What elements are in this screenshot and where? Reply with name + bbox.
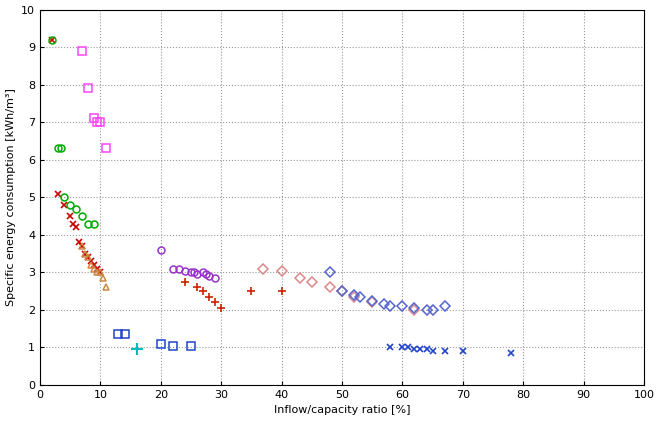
X-axis label: Inflow/capacity ratio [%]: Inflow/capacity ratio [%]	[274, 405, 411, 416]
Y-axis label: Specific energy consumption [kWh/m³]: Specific energy consumption [kWh/m³]	[5, 88, 16, 306]
